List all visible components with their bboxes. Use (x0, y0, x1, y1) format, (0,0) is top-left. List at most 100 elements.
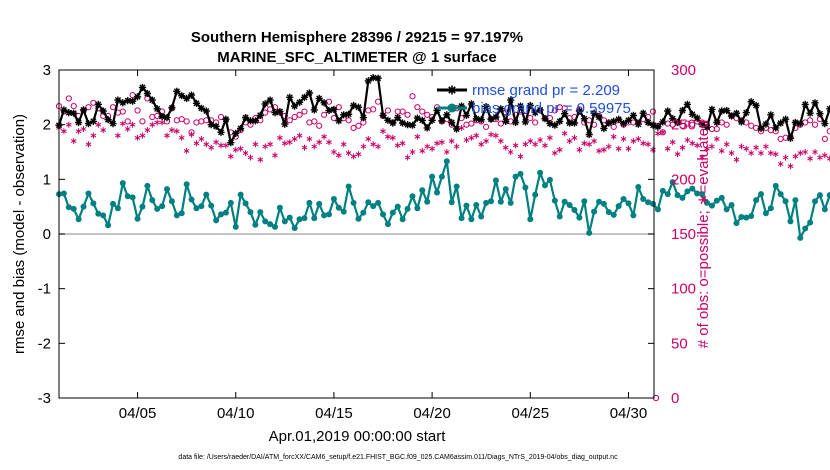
bias-point (272, 223, 279, 230)
obs-evaluated-point (527, 138, 534, 145)
obs-evaluated-point (704, 145, 710, 152)
rmse-point (575, 107, 583, 115)
bias-point (679, 194, 686, 201)
rmse-point (570, 119, 579, 127)
bias-point (689, 185, 696, 192)
obs-evaluated-point (596, 147, 602, 154)
y-tick-label: -3 (38, 390, 51, 407)
rmse-point (659, 118, 667, 126)
obs-evaluated-point (542, 142, 548, 149)
rmse-point (374, 74, 382, 82)
rmse-point (359, 114, 367, 122)
bias-point (183, 181, 190, 188)
obs-evaluated-point (586, 141, 593, 148)
rmse-point (153, 105, 161, 113)
bias-point (242, 200, 249, 207)
obs-possible-point (301, 108, 308, 115)
bias-point (75, 216, 82, 223)
rmse-point (75, 118, 83, 127)
bias-point (281, 218, 288, 225)
obs-possible-point (802, 119, 809, 126)
bias-point (306, 199, 313, 206)
obs-possible-point (355, 122, 362, 129)
rmse-point (531, 109, 539, 117)
x-tick-label: 04/25 (512, 405, 550, 422)
rmse-point (453, 125, 461, 133)
obs-evaluated-point (709, 143, 715, 150)
rmse-point (556, 117, 564, 125)
y-tick-label: 3 (43, 62, 51, 79)
bias-point (119, 180, 126, 187)
obs-evaluated-point (355, 151, 362, 158)
obs-evaluated-point (581, 140, 588, 147)
obs-evaluated-point (154, 119, 161, 126)
obs-evaluated-point (758, 150, 764, 157)
obs-evaluated-point (100, 127, 107, 134)
obs-possible-point (723, 121, 730, 128)
obs-evaluated-point (610, 133, 617, 140)
rmse-point (168, 104, 176, 112)
obs-possible-point (384, 107, 392, 114)
bias-point (296, 216, 303, 223)
rmse-point (89, 117, 97, 125)
obs-possible-point (370, 106, 377, 113)
bias-point (551, 197, 558, 204)
bias-point (507, 199, 514, 206)
rmse-point (732, 109, 741, 117)
obs-evaluated-point (262, 143, 269, 150)
obs-evaluated-point (203, 141, 210, 148)
obs-evaluated-point (733, 156, 740, 163)
bias-point (419, 187, 426, 194)
y2-tick-label: 150 (671, 226, 696, 243)
rmse-point (187, 91, 196, 99)
rmse-point (600, 124, 608, 133)
rmse-point (202, 107, 210, 115)
obs-evaluated-point (80, 126, 87, 132)
obs-evaluated-point (277, 134, 283, 141)
obs-evaluated-point (571, 134, 578, 141)
bias-point (566, 202, 573, 209)
bias-point (355, 215, 362, 222)
obs-evaluated-point (763, 143, 769, 150)
rmse-point (723, 106, 731, 115)
rmse-point (428, 116, 436, 124)
rmse-point (752, 101, 760, 110)
obs-evaluated-point (777, 161, 784, 167)
obs-evaluated-point (159, 119, 165, 126)
bias-point (291, 224, 298, 231)
bias-point (330, 196, 337, 203)
obs-evaluated-point (340, 141, 347, 148)
obs-evaluated-point (439, 139, 445, 146)
rmse-point (718, 107, 726, 115)
bias-point (640, 196, 647, 203)
legend-bias-marker (447, 103, 457, 113)
bias-point (488, 198, 495, 205)
obs-evaluated-point (193, 140, 200, 147)
obs-evaluated-point (394, 142, 401, 149)
rmse-point (467, 100, 475, 108)
rmse-point (678, 106, 687, 115)
bias-point (591, 208, 598, 215)
obs-evaluated-point (227, 153, 234, 160)
rmse-point (109, 120, 117, 128)
rmse-point (796, 120, 804, 128)
rmse-point (173, 87, 181, 95)
rmse-point (669, 115, 677, 123)
obs-possible-point (399, 108, 406, 115)
rmse-point (266, 96, 274, 104)
obs-possible-point (291, 113, 298, 121)
bias-point (473, 202, 480, 209)
obs-evaluated-point (252, 141, 259, 148)
obs-evaluated-point (223, 142, 229, 149)
bias-point (424, 198, 431, 205)
obs-evaluated-point (399, 140, 406, 147)
bias-point (826, 192, 830, 199)
axis-ticks: 04/05 04/10 04/15 04/20 04/25 04/30 -3 -2 -1 0 1 2 3… (38, 62, 696, 422)
y-tick-label: 2 (43, 117, 51, 134)
rmse-point (595, 113, 603, 121)
obs-evaluated-point (267, 141, 273, 148)
obs-possible-point (325, 98, 333, 105)
rmse-point (526, 101, 534, 110)
bias-point (276, 204, 283, 211)
obs-possible-point (468, 120, 475, 127)
